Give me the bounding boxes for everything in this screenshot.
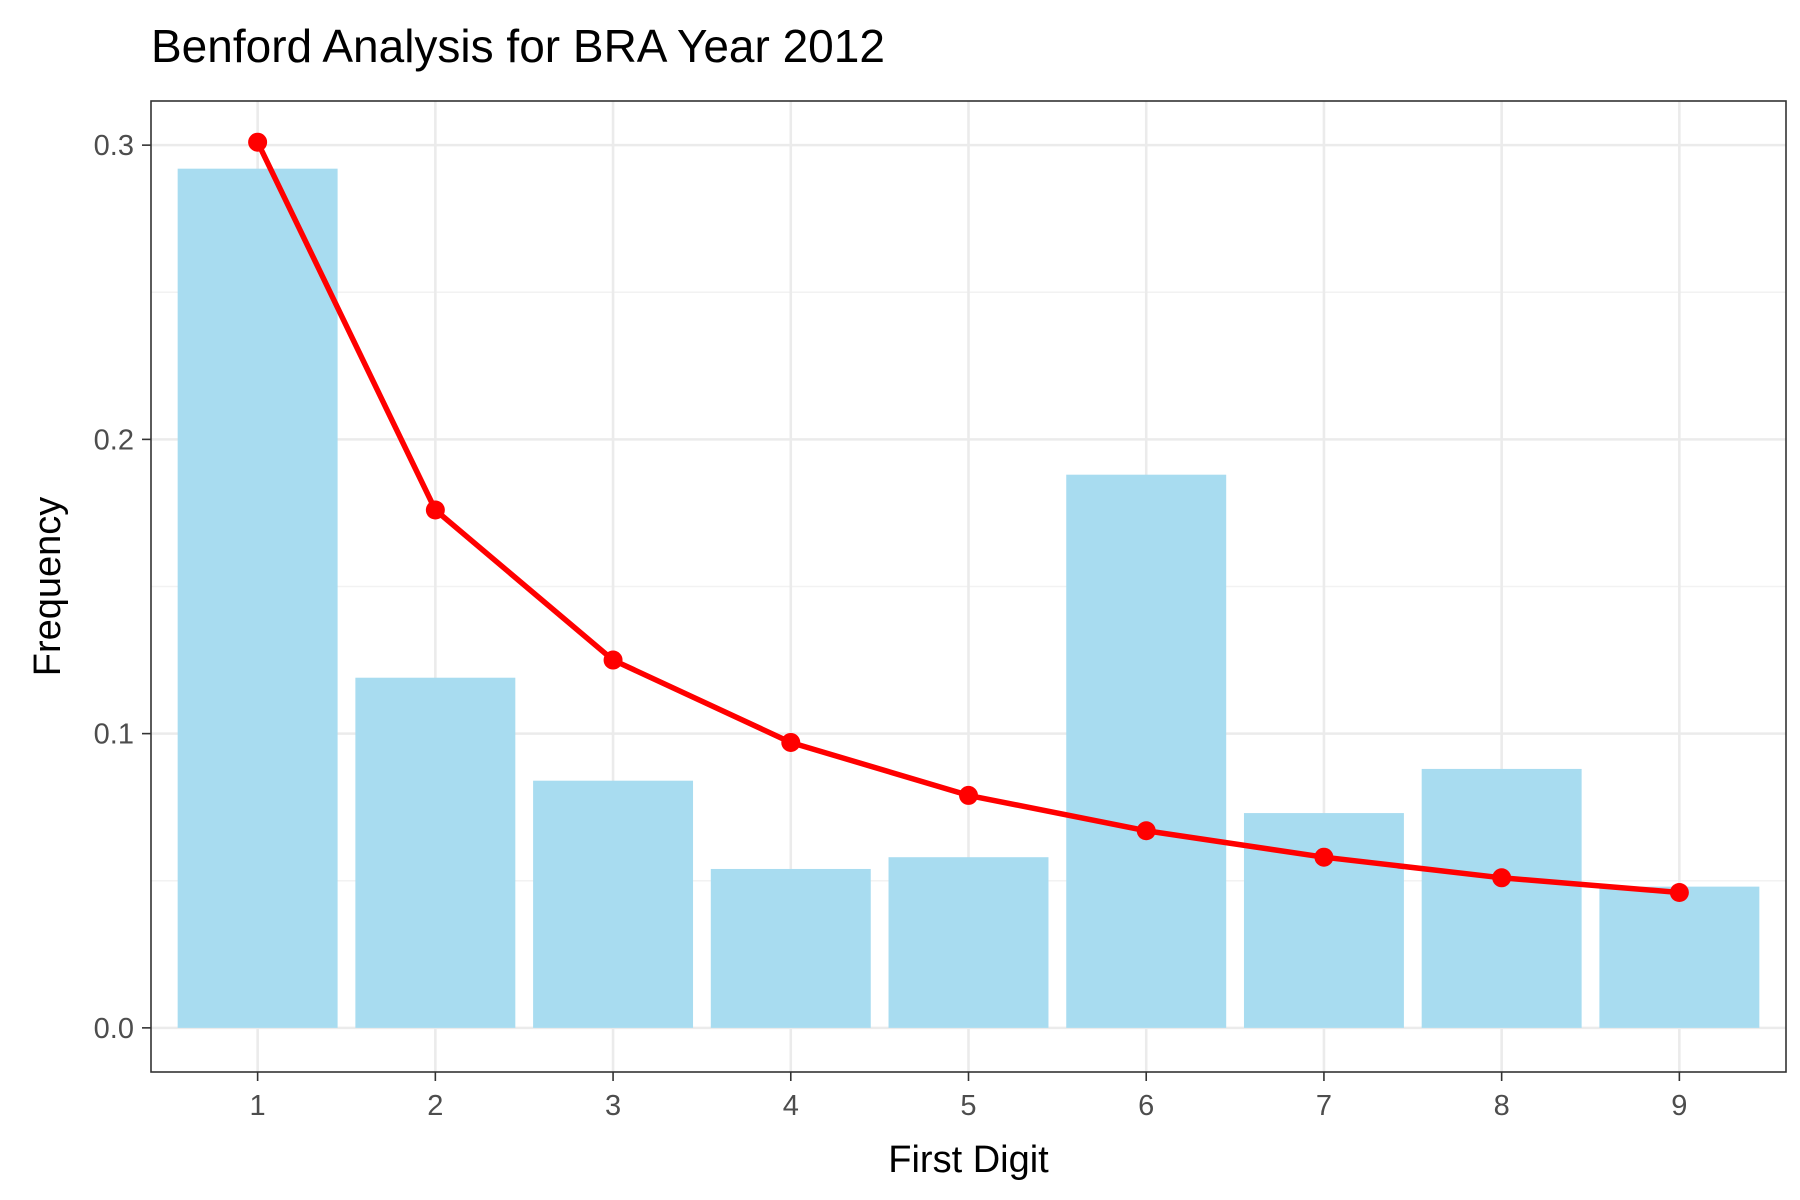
y-tick-label: 0.1 xyxy=(94,719,134,751)
bar-digit-8 xyxy=(1421,768,1582,1028)
benford-point-digit-3 xyxy=(603,650,623,670)
benford-point-digit-6 xyxy=(1136,821,1156,841)
x-tick-label: 1 xyxy=(250,1090,266,1122)
y-tick-label: 0.3 xyxy=(94,130,134,162)
benford-point-digit-9 xyxy=(1669,883,1689,903)
bar-digit-2 xyxy=(355,677,516,1028)
x-tick-label: 6 xyxy=(1138,1090,1154,1122)
x-tick-label: 2 xyxy=(427,1090,443,1122)
bar-digit-1 xyxy=(177,168,338,1028)
benford-point-digit-8 xyxy=(1492,868,1512,888)
x-tick-label: 3 xyxy=(605,1090,621,1122)
bar-digit-4 xyxy=(710,868,871,1028)
bar-digit-6 xyxy=(1066,474,1227,1028)
x-tick-label: 7 xyxy=(1316,1090,1332,1122)
benford-point-digit-2 xyxy=(425,500,445,520)
x-axis-title: First Digit xyxy=(888,1139,1049,1181)
y-axis-title: Frequency xyxy=(27,497,69,677)
benford-point-digit-4 xyxy=(781,732,801,752)
y-tick-labels: 0.0 0.1 0.2 0.3 xyxy=(94,130,134,1045)
bars xyxy=(177,168,1760,1028)
y-tick-label: 0.0 xyxy=(94,1013,134,1045)
benford-point-digit-5 xyxy=(959,785,978,805)
benford-point-digit-7 xyxy=(1314,847,1334,867)
x-tick-labels: 1 2 3 4 5 6 7 8 9 xyxy=(250,1090,1688,1122)
y-tick-label: 0.2 xyxy=(94,424,134,456)
benford-point-digit-1 xyxy=(248,132,268,152)
bar-digit-7 xyxy=(1243,813,1404,1028)
bar-digit-5 xyxy=(888,857,1049,1028)
x-tick-label: 8 xyxy=(1494,1090,1510,1122)
bar-digit-3 xyxy=(533,780,694,1028)
benford-line xyxy=(248,132,1689,903)
x-tick-label: 5 xyxy=(960,1090,976,1122)
x-tick-label: 9 xyxy=(1671,1090,1687,1122)
chart-title: Benford Analysis for BRA Year 2012 xyxy=(151,20,885,72)
axis-ticks xyxy=(142,144,1681,1081)
bar-digit-9 xyxy=(1599,886,1760,1028)
x-tick-label: 4 xyxy=(783,1090,799,1122)
